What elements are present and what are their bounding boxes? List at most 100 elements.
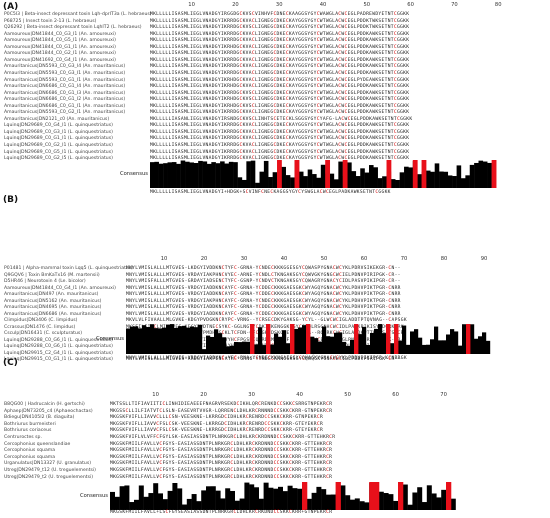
conservation-bar [322, 326, 327, 354]
conservation-bar [282, 491, 288, 510]
conservation-bar [244, 482, 250, 510]
conservation-bar [422, 502, 427, 510]
ruler-tick: 40 [319, 2, 327, 8]
sequence-residues: MKLLLLLISASMLIEGLVNADGYIKRRDGCKVSCLIGNEG… [150, 25, 410, 31]
alignment-row: Aamoureux|DN41844_C0_G4_I1 (An. amoureux… [0, 286, 550, 292]
conservation-bar [398, 340, 403, 354]
conservation-bar [191, 494, 197, 510]
conservation-bar [237, 177, 243, 188]
conservation-bar [134, 499, 139, 510]
conservation-bar [474, 338, 479, 354]
conservation-bar [230, 490, 235, 510]
conservation-bar [342, 341, 347, 354]
alignment-row: Amauritanicus|DN5593_C0_G3_I1 (An. mauri… [0, 71, 550, 77]
cysteine-marker [491, 160, 497, 188]
conservation-bar [364, 502, 370, 510]
conservation-bar [292, 488, 298, 510]
sequence-name: Amauritanicus|DN6686_C0_G1_I2 (An. mauri… [4, 97, 126, 103]
cysteine-marker [325, 160, 331, 188]
sequence-residues: MKLLLLLISASMLIEGLVNADGYIKRRDGCKVACLIGNEG… [150, 110, 410, 116]
alignment-row: Lquinq|DN29915_C0_G1_I1 (L. quinquestria… [0, 357, 550, 363]
conservation-bar [226, 346, 231, 354]
conservation-bar [186, 498, 192, 510]
conservation-bar [460, 178, 466, 188]
sequence-name: Lquinq|DN29689_C0_G4_I1 (L. quinquestria… [4, 123, 113, 129]
conservation-bar [377, 178, 383, 188]
alignment-row: Lquinq|DN29689_C0_G1_I1 (L. quinquestria… [0, 136, 550, 142]
cysteine-marker [302, 482, 308, 510]
conservation-bar [263, 160, 269, 188]
conservation-bar [176, 163, 181, 188]
sequence-residues: MKLLLLLISASMLIEGLVNADGYIKRRDGCKVACLIGNEG… [150, 156, 410, 162]
conservation-bar [487, 162, 492, 188]
cysteine-marker [374, 482, 380, 510]
alignment-row: Bdiegu|DN4105I2 (B. diaguita) MKGSKFVIFLL… [0, 415, 550, 421]
conservation-bar [281, 166, 286, 188]
alignment-row: Amauritanicus|DN5162 (An. mauritanicus) M… [0, 299, 550, 305]
conservation-bar [182, 504, 187, 510]
alignment-row: Q9GQV6 | Toxin BmKaTx16 (M. martensii) MN… [0, 273, 550, 279]
conservation-bar [134, 326, 139, 354]
conservation-bar [340, 485, 346, 510]
position-ruler: 10 20 30 40 50 60 70 80 90 [0, 256, 550, 265]
alignment-row: Aamoureux|DN41844_C0_G5_I1 (An. amoureux… [0, 38, 550, 44]
alignment-row: Lquinq|DN29689_C0_G5_I1 (L. quinquestria… [0, 150, 550, 156]
consensus-sequence: MKLLLLLISASMLIEGLVNADGYI+HDGK+SCVINFCNEC… [150, 190, 391, 195]
conservation-bar [390, 343, 395, 354]
cysteine-marker [394, 324, 399, 354]
alignment-row: Amauritanicus|DN5593_C0_G2_I1 (An. mauri… [0, 110, 550, 116]
alignment-row: Amauritanicus|DN497 (An. mauritanicus) MN… [0, 292, 550, 298]
cysteine-marker [369, 482, 375, 510]
sequence-residues: MKGSKFMIILFAVLLVCFGYS-EASIASSDNTPLNRKGRC… [110, 454, 333, 460]
conservation-bar [238, 342, 243, 354]
conservation-bar [189, 162, 194, 188]
alignment-row: Aamoureux|DN41844_C0_G2_I1 (An. amoureux… [0, 51, 550, 57]
conservation-bar [482, 161, 488, 188]
ruler-tick: 30 [240, 256, 248, 262]
conservation-bar [178, 326, 183, 354]
conservation-bar [310, 336, 315, 354]
alignment-row: Cercophonius queenslandiae MKGSKFMIILFAVL… [0, 442, 550, 448]
sequence-name: Amauritanicus|DN5593_C0_G3_I1 (An. mauri… [4, 70, 126, 76]
cysteine-marker [277, 160, 282, 188]
conservation-bar [390, 179, 396, 188]
consensus-sequence: MNYLVMISLALLLMTGVES+VRDGYIADDKNC+YFC+RNA… [126, 356, 407, 361]
conservation-bar [129, 502, 135, 510]
conservation-bar [478, 336, 483, 354]
sequence-residues: MKLLLLLISASMLIEGLVNADGYIKRRDGCKVACLIGNEG… [150, 31, 410, 37]
sequence-residues: MKLLLLLIASANLIEGLVNADGYIRSNDGCKVSCLINHTS… [150, 116, 413, 122]
conservation-bar [258, 327, 263, 354]
sequence-name: Q26292 | Beta-insect depressant toxin Lq… [4, 25, 142, 31]
conservation-bar [220, 161, 225, 188]
cysteine-marker [294, 160, 300, 188]
conservation-bar [320, 164, 326, 188]
sequence-residues: MKLLLLLISASMLIEGLVNADGYIRGGDGCKVSCVINHVF… [150, 12, 410, 17]
sequence-residues: MKLLLLLISASMLIEGLVNADGYIKRRDGCKVACLIGNEG… [150, 123, 410, 129]
cysteine-marker [250, 324, 255, 354]
ruler-tick: 30 [248, 392, 255, 398]
ruler-tick: 70 [451, 2, 458, 8]
conservation-bar [373, 167, 378, 188]
sequence-name: Amauritanicus|DN5593_C0_G3_I4 (An. mauri… [4, 64, 126, 70]
conservation-bar [402, 484, 408, 510]
sequence-name: Amauritanicus|DN5593_C0_G1_I1 (An. mauri… [4, 77, 126, 83]
cysteine-marker [290, 324, 295, 354]
conservation-bar [162, 499, 168, 510]
conservation-bar [431, 493, 437, 510]
sequence-residues: MNYLVMISLALLLMTGVES-VRDGYIADDKNCAYFC-GRN… [126, 305, 401, 310]
sequence-name: P0C5I3 | Beta-insect depressant toxin Lq… [4, 12, 152, 17]
conservation-bar [414, 329, 419, 354]
conservation-bar [272, 172, 278, 188]
conservation-bar [258, 498, 264, 510]
conservation-bar [246, 161, 251, 188]
consensus-label: Consensus [120, 171, 148, 177]
conservation-bar [220, 498, 226, 510]
alignment-row: Amauritanicus|DN4695 (An. mauritanicus) M… [0, 305, 550, 311]
alignment-row: Utreg|DN29479_t12 (U. treguelementsi) MKG… [0, 468, 550, 474]
alignment-row: B8QG00 | Hadrucalcin (H. gertschi) MKTSSL… [0, 402, 550, 408]
sequence-residues: MNYLVMISLALLLMTGVES-VRDGYIADDKNCAYFC-GRN… [126, 292, 401, 297]
conservation-bar [450, 498, 456, 510]
conservation-bar [418, 337, 423, 354]
conservation-bar [351, 171, 357, 188]
conservation-bar [393, 500, 399, 510]
